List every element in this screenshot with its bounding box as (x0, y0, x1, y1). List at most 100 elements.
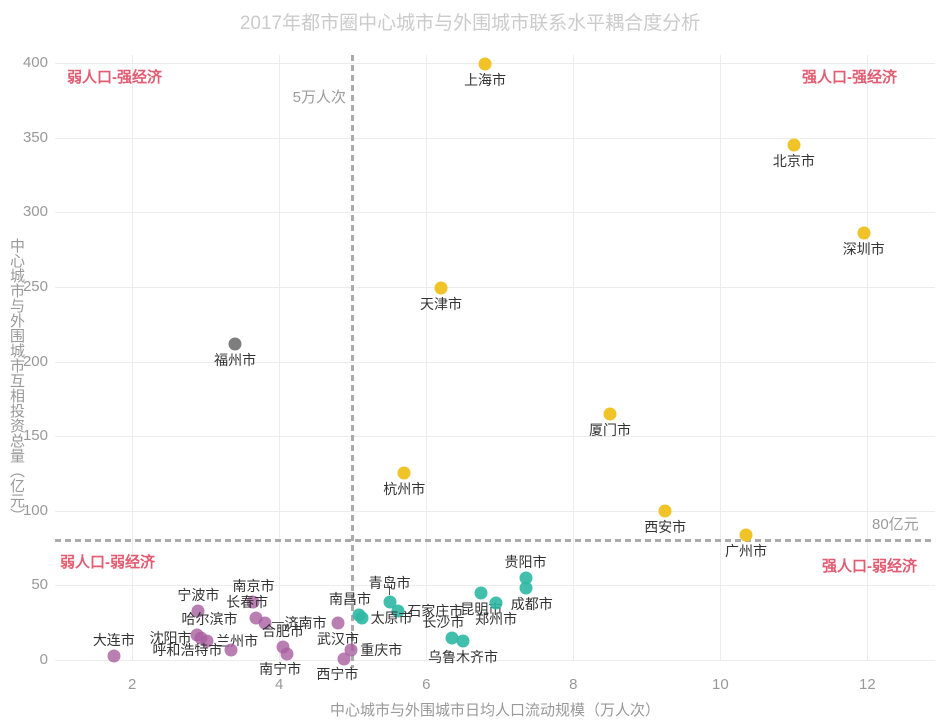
city-label-北京市: 北京市 (772, 153, 815, 170)
data-point-呼和浩特市[interactable] (224, 643, 238, 657)
gridline-vertical (426, 55, 428, 661)
city-label-南京市: 南京市 (232, 577, 275, 594)
data-point-深圳市[interactable] (857, 226, 871, 240)
y-tick-label: 300 (22, 203, 48, 221)
city-label-呼和浩特市: 呼和浩特市 (152, 641, 223, 658)
gridline-horizontal (55, 510, 935, 512)
x-tick-label: 8 (569, 676, 578, 693)
chart-title: 2017年都市圈中心城市与外围城市联系水平耦合度分析 (239, 13, 701, 34)
city-label-武汉市: 武汉市 (317, 630, 360, 647)
data-point-上海市[interactable] (478, 57, 492, 71)
y-tick-label: 400 (22, 54, 48, 71)
y-tick-label: 100 (22, 501, 48, 519)
city-label-青岛市: 青岛市 (368, 574, 411, 591)
city-label-广州市: 广州市 (725, 542, 768, 559)
data-point-石家庄市[interactable] (391, 604, 405, 618)
city-label-成都市: 成都市 (510, 596, 553, 613)
city-label-西安市: 西安市 (644, 518, 687, 535)
label-leader-line (389, 585, 390, 595)
y-tick-label: 350 (22, 128, 48, 146)
quadrant-label-bottom-left: 弱人口-弱经济 (60, 554, 155, 571)
city-label-厦门市: 厦门市 (589, 421, 632, 438)
gridline-horizontal (55, 212, 935, 214)
gridline-vertical (132, 55, 134, 661)
horizontal-refline (55, 539, 935, 543)
city-label-长沙市: 长沙市 (422, 613, 465, 630)
city-label-重庆市: 重庆市 (360, 641, 403, 658)
city-label-郑州市: 郑州市 (475, 611, 518, 628)
x-tick-label: 12 (859, 676, 876, 693)
data-point-贵阳市[interactable] (519, 571, 532, 585)
data-point-武汉市[interactable] (331, 616, 345, 630)
city-label-天津市: 天津市 (419, 296, 462, 313)
city-label-上海市: 上海市 (464, 72, 507, 89)
quadrant-label-bottom-right: 强人口-弱经济 (822, 558, 917, 575)
city-label-乌鲁木齐市: 乌鲁木齐市 (428, 648, 499, 665)
city-label-福州市: 福州市 (214, 351, 257, 368)
gridline-vertical (720, 55, 722, 661)
gridline-horizontal (55, 286, 935, 288)
data-point-济南市[interactable] (258, 616, 272, 630)
y-tick-label: 0 (39, 651, 48, 668)
city-label-宁波市: 宁波市 (177, 586, 220, 603)
data-point-北京市[interactable] (787, 138, 801, 152)
data-point-太原市[interactable] (355, 611, 369, 625)
city-label-南宁市: 南宁市 (259, 661, 302, 678)
data-point-南宁市[interactable] (280, 647, 294, 661)
data-point-宁波市[interactable] (191, 604, 205, 618)
data-point-郑州市[interactable] (489, 596, 503, 610)
city-label-深圳市: 深圳市 (842, 241, 885, 258)
data-point-长沙市[interactable] (445, 631, 459, 645)
data-point-厦门市[interactable] (603, 407, 617, 421)
data-point-天津市[interactable] (434, 281, 448, 295)
gridline-horizontal (55, 585, 935, 587)
vertical-refline-label: 5万人次 (292, 89, 346, 106)
data-point-南京市[interactable] (246, 595, 260, 609)
city-label-大连市: 大连市 (92, 631, 135, 648)
city-label-杭州市: 杭州市 (383, 481, 426, 498)
data-point-福州市[interactable] (228, 337, 242, 351)
gridline-vertical (279, 55, 281, 661)
city-label-沈阳市: 沈阳市 (149, 629, 192, 646)
data-point-广州市[interactable] (739, 528, 753, 542)
gridline-horizontal (55, 660, 935, 661)
x-tick-label: 2 (128, 676, 137, 693)
data-point-昆明市[interactable] (474, 586, 488, 600)
x-tick-label: 4 (275, 676, 284, 693)
data-point-大连市[interactable] (107, 649, 121, 663)
data-point-西安市[interactable] (658, 504, 672, 518)
y-tick-label: 150 (22, 427, 48, 445)
y-tick-label: 250 (22, 277, 48, 295)
city-label-合肥市: 合肥市 (261, 622, 304, 639)
city-label-南昌市: 南昌市 (329, 591, 372, 608)
city-label-哈尔滨市: 哈尔滨市 (181, 610, 238, 627)
x-tick-label: 10 (711, 676, 729, 693)
city-label-西宁市: 西宁市 (316, 665, 359, 682)
gridline-horizontal (55, 63, 935, 64)
city-label-贵阳市: 贵阳市 (504, 553, 547, 570)
horizontal-refline-label: 80亿元 (872, 516, 919, 533)
x-tick-label: 6 (422, 676, 431, 693)
y-tick-label: 200 (22, 352, 48, 370)
data-point-杭州市[interactable] (397, 466, 411, 480)
gridline-horizontal (55, 361, 935, 363)
city-label-济南市: 济南市 (284, 614, 327, 631)
quadrant-label-top-left: 弱人口-强经济 (67, 69, 162, 86)
y-tick-label: 50 (31, 576, 48, 594)
city-label-石家庄市: 石家庄市 (407, 602, 464, 619)
x-axis-title: 中心城市与外围城市日均人口流动规模（万人次） (329, 702, 660, 719)
y-axis-title: 中心城市与外围城市互相投资总量（亿元） (8, 237, 25, 523)
city-label-长春市: 长春市 (226, 594, 269, 611)
gridline-horizontal (55, 436, 935, 438)
city-label-太原市: 太原市 (370, 610, 413, 627)
data-point-西宁市[interactable] (337, 652, 351, 665)
data-point-乌鲁木齐市[interactable] (456, 634, 470, 648)
data-point-兰州市[interactable] (200, 634, 214, 648)
label-leader-line (271, 621, 284, 624)
quadrant-label-top-right: 强人口-强经济 (802, 69, 897, 86)
gridline-vertical (867, 55, 869, 661)
gridline-horizontal (55, 137, 935, 139)
data-point-成都市[interactable] (519, 581, 532, 595)
data-point-青岛市[interactable] (383, 595, 396, 609)
